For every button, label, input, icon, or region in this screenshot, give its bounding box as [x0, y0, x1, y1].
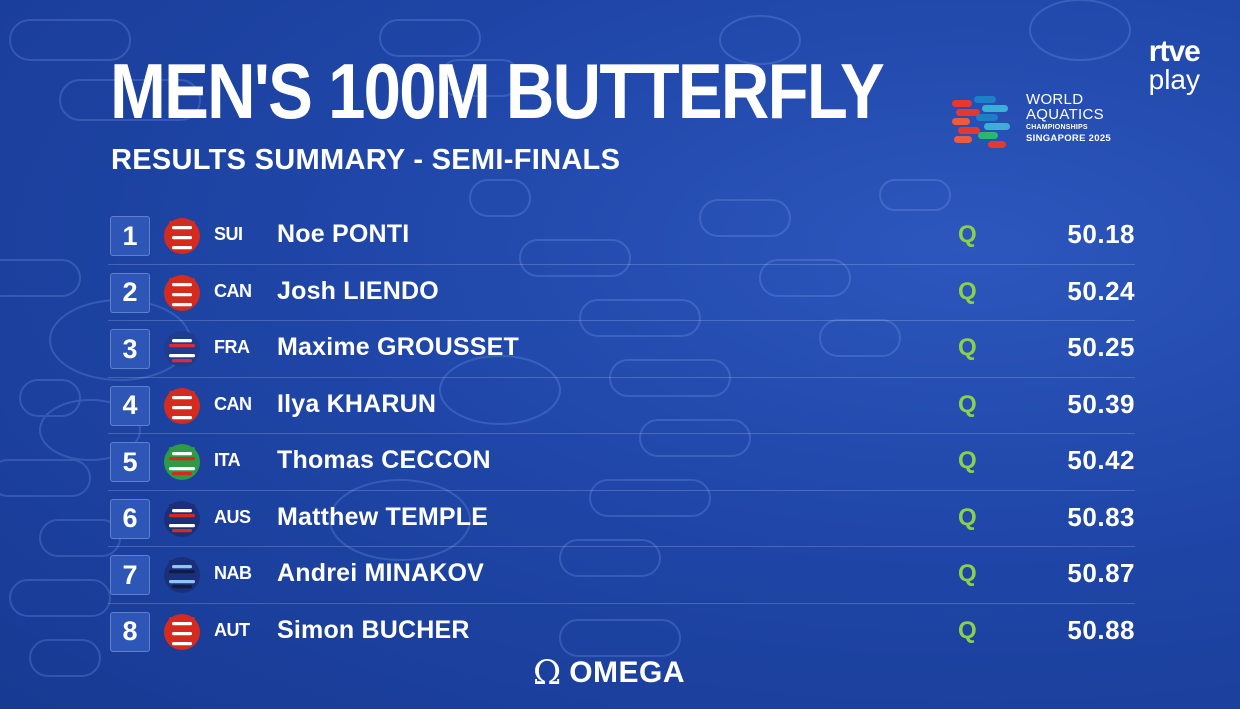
row-divider [108, 546, 1135, 547]
broadcaster-name: rtve [1148, 35, 1201, 68]
result-row: 7 NAB Andrei MINAKOV Q 50.87 [108, 547, 1135, 604]
race-time: 50.83 [1067, 501, 1135, 532]
world-aquatics-emblem-icon [952, 96, 1010, 148]
country-flag-icon [163, 500, 201, 538]
rank-badge: 1 [110, 216, 150, 256]
race-time: 50.42 [1067, 445, 1135, 475]
race-time: 50.24 [1067, 275, 1135, 306]
row-divider [108, 263, 1135, 265]
broadcaster-service: play [1148, 63, 1200, 95]
page-title: MEN'S 100M BUTTERFLY [110, 47, 885, 135]
athlete-name: Josh LIENDO [277, 276, 439, 305]
country-code: CAN [214, 280, 252, 301]
athlete-name: Andrei MINAKOV [277, 559, 484, 587]
country-code: NAB [214, 563, 252, 583]
athlete-name: Maxime GROUSSET [277, 333, 519, 361]
qualification-badge: Q [958, 221, 977, 248]
country-flag-icon [163, 274, 201, 312]
result-row: 8 AUT Simon BUCHER Q 50.88 [108, 604, 1135, 661]
broadcaster-logo: rtve play [1148, 35, 1201, 95]
rank-badge: 8 [110, 611, 150, 652]
athlete-name: Thomas CECCON [277, 446, 491, 474]
country-code: AUT [214, 619, 250, 640]
country-code: CAN [214, 393, 252, 414]
results-table: 1 SUI Noe PONTI Q 50.18 2 CAN Josh LIENDO Q 50.24… [108, 208, 1135, 660]
result-row: 1 SUI Noe PONTI Q 50.18 [108, 208, 1135, 265]
rank-badge: 5 [110, 442, 150, 482]
race-time: 50.25 [1067, 332, 1135, 362]
race-time: 50.87 [1067, 558, 1135, 588]
athlete-name: Matthew TEMPLE [277, 502, 489, 531]
sponsor-logo: Ω OMEGA [533, 653, 685, 693]
row-divider [108, 602, 1135, 604]
country-flag-icon [163, 443, 201, 481]
result-row: 2 CAN Josh LIENDO Q 50.24 [108, 265, 1135, 321]
race-time: 50.88 [1067, 614, 1135, 645]
page-subtitle: RESULTS SUMMARY - SEMI-FINALS [111, 144, 621, 176]
event-location: SINGAPORE 2025 [1026, 133, 1111, 144]
rank-badge: 7 [110, 555, 150, 595]
country-flag-icon [163, 613, 201, 651]
athlete-name: Ilya KHARUN [277, 389, 437, 418]
country-flag-icon [163, 217, 201, 255]
rank-badge: 6 [110, 498, 150, 539]
country-flag-icon [163, 387, 201, 425]
qualification-badge: Q [958, 447, 977, 474]
result-row: 6 AUS Matthew TEMPLE Q 50.83 [108, 491, 1135, 547]
athlete-name: Simon BUCHER [277, 615, 470, 644]
row-divider [108, 320, 1135, 321]
event-name-line2: AQUATICS [1026, 106, 1104, 123]
race-time: 50.18 [1067, 219, 1135, 249]
qualification-badge: Q [958, 390, 977, 418]
event-logo: WORLD AQUATICS CHAMPIONSHIPS SINGAPORE 2… [952, 90, 1142, 155]
qualification-badge: Q [958, 503, 977, 531]
qualification-badge: Q [958, 560, 977, 587]
rank-badge: 4 [110, 385, 150, 426]
omega-icon: Ω [533, 653, 562, 693]
country-code: AUS [214, 506, 251, 527]
country-code: ITA [214, 450, 241, 470]
country-flag-icon [163, 556, 201, 594]
event-name-line1: WORLD [1026, 91, 1084, 108]
rank-badge: 3 [110, 329, 150, 369]
result-row: 5 ITA Thomas CECCON Q 50.42 [108, 434, 1135, 491]
race-time: 50.39 [1067, 388, 1135, 419]
country-code: SUI [214, 224, 243, 244]
qualification-badge: Q [958, 334, 977, 361]
event-name-line3: CHAMPIONSHIPS [1026, 124, 1088, 131]
result-row: 4 CAN Ilya KHARUN Q 50.39 [108, 378, 1135, 434]
rank-badge: 2 [110, 272, 150, 313]
row-divider [108, 433, 1135, 434]
result-row: 3 FRA Maxime GROUSSET Q 50.25 [108, 321, 1135, 378]
country-code: FRA [214, 337, 250, 357]
qualification-badge: Q [958, 277, 977, 305]
row-divider [108, 376, 1135, 378]
qualification-badge: Q [958, 616, 977, 644]
sponsor-name: OMEGA [569, 656, 686, 689]
athlete-name: Noe PONTI [277, 220, 410, 248]
row-divider [108, 489, 1135, 491]
country-flag-icon [163, 330, 201, 368]
